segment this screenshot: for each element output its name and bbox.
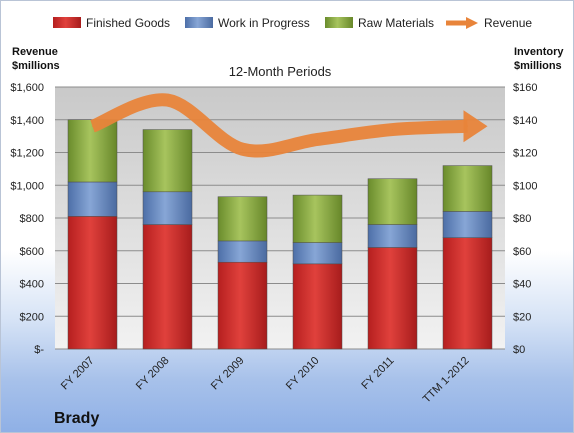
legend-label-raw-materials: Raw Materials [358, 16, 434, 30]
left-axis-ticks: $- $200 $400 $600 $800 $1,000 $1,200 $1,400 $1,6… [10, 82, 44, 356]
left-tick-label: $600 [20, 246, 44, 258]
category-labels: FY 2007 FY 2008 FY 2009 FY 2010 FY 2011 TTM 1… [59, 355, 472, 406]
bar-work-in-progress [442, 211, 493, 238]
left-axis-title-line1: Revenue [12, 46, 58, 58]
revenue-arrowhead [463, 110, 488, 143]
left-axis-title-line2: $millions [12, 60, 60, 72]
legend-label-finished-goods: Finished Goods [86, 16, 170, 30]
left-tick-label: $- [34, 344, 44, 356]
revenue-point [167, 99, 168, 101]
right-tick-label: $100 [513, 180, 537, 192]
left-tick-label: $1,400 [10, 115, 44, 127]
legend-swatch-finished-goods [53, 17, 81, 28]
right-tick-label: $80 [513, 213, 531, 225]
bar-work-in-progress [67, 181, 118, 217]
bar-work-in-progress [142, 191, 193, 225]
legend: Finished Goods Work in Progress Raw Mate… [53, 16, 532, 30]
bar-finished-goods [292, 263, 343, 350]
bar-raw-materials [292, 194, 343, 243]
bar-finished-goods [367, 247, 418, 350]
bar-raw-materials [442, 165, 493, 212]
left-tick-label: $1,200 [10, 148, 44, 160]
bar-work-in-progress [217, 240, 268, 263]
bar-raw-materials [142, 129, 193, 193]
category-label: FY 2010 [284, 355, 322, 393]
left-tick-label: $1,000 [10, 180, 44, 192]
right-tick-label: $20 [513, 311, 531, 323]
right-tick-label: $0 [513, 344, 525, 356]
bar-finished-goods [67, 216, 118, 350]
right-tick-label: $60 [513, 246, 531, 258]
category-label: FY 2009 [209, 355, 247, 393]
category-label: TTM 1-2012 [421, 355, 472, 406]
left-tick-label: $800 [20, 213, 44, 225]
legend-label-revenue: Revenue [484, 16, 532, 30]
right-tick-label: $40 [513, 279, 531, 291]
category-label: FY 2007 [59, 355, 97, 393]
right-tick-label: $140 [513, 115, 537, 127]
revenue-point [467, 125, 468, 127]
revenue-point [392, 129, 393, 131]
revenue-series [89, 93, 488, 158]
category-label: FY 2011 [359, 355, 396, 392]
left-tick-label: $1,600 [10, 82, 44, 94]
gridlines [55, 86, 505, 350]
bar-finished-goods [142, 224, 193, 350]
revenue-point [317, 138, 318, 140]
left-tick-label: $400 [20, 279, 44, 291]
legend-label-work-in-progress: Work in Progress [218, 16, 310, 30]
bar-work-in-progress [367, 224, 418, 248]
bar-raw-materials [67, 119, 118, 183]
right-axis-ticks: $0 $20 $40 $60 $80 $100 $120 $140 $160 [513, 82, 537, 356]
category-label: FY 2008 [134, 355, 172, 393]
right-axis-title-line2: $millions [514, 60, 562, 72]
revenue-point [92, 125, 93, 127]
right-tick-label: $120 [513, 148, 537, 160]
bar-finished-goods [442, 237, 493, 350]
left-tick-label: $200 [20, 311, 44, 323]
right-tick-label: $160 [513, 82, 537, 94]
legend-swatch-work-in-progress [185, 17, 213, 28]
chart-subtitle: 12-Month Periods [229, 64, 332, 79]
bars [67, 119, 493, 350]
right-axis-title-line1: Inventory [514, 46, 564, 58]
bar-raw-materials [367, 178, 418, 225]
legend-arrowhead-revenue [466, 17, 478, 29]
bar-finished-goods [217, 261, 268, 350]
revenue-point [242, 148, 243, 150]
company-name: Brady [54, 410, 99, 427]
legend-swatch-raw-materials [325, 17, 353, 28]
bar-raw-materials [217, 196, 268, 242]
bar-work-in-progress [292, 242, 343, 265]
revenue-line [89, 93, 468, 158]
